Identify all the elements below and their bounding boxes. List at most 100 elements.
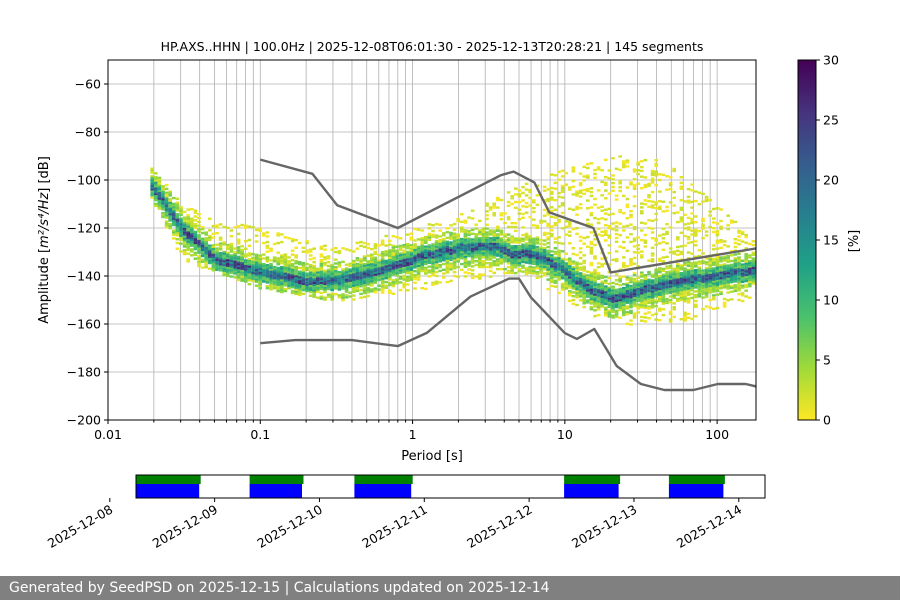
heatmap-cell bbox=[233, 262, 237, 266]
heatmap-cell bbox=[298, 241, 302, 245]
heatmap-cell bbox=[514, 239, 518, 242]
heatmap-cell bbox=[658, 278, 662, 282]
heatmap-cell bbox=[542, 272, 547, 275]
heatmap-cell bbox=[258, 273, 262, 277]
heatmap-cell bbox=[460, 213, 464, 216]
heatmap-cell bbox=[737, 239, 741, 242]
heatmap-cell bbox=[625, 265, 630, 268]
heatmap-cell bbox=[226, 270, 230, 274]
heatmap-cell bbox=[715, 230, 720, 233]
heatmap-cell bbox=[690, 317, 694, 321]
heatmap-cell bbox=[686, 285, 691, 289]
heatmap-cell bbox=[420, 252, 424, 255]
heatmap-cell bbox=[690, 229, 694, 232]
heatmap-cell bbox=[208, 246, 212, 249]
heatmap-cell bbox=[748, 281, 752, 284]
heatmap-cell bbox=[161, 206, 165, 209]
heatmap-cell bbox=[452, 228, 457, 232]
heatmap-cell bbox=[150, 179, 154, 182]
heatmap-cell bbox=[517, 195, 522, 198]
heatmap-cell bbox=[744, 258, 748, 262]
heatmap-cell bbox=[528, 267, 532, 271]
heatmap-cell bbox=[200, 254, 205, 258]
heatmap-cell bbox=[193, 223, 198, 226]
heatmap-cell bbox=[629, 302, 633, 305]
heatmap-cell bbox=[607, 290, 612, 293]
heatmap-cell bbox=[406, 260, 410, 263]
heatmap-cell bbox=[434, 267, 439, 270]
heatmap-cell bbox=[488, 263, 493, 267]
heatmap-cell bbox=[391, 244, 396, 247]
heatmap-cell bbox=[744, 256, 748, 260]
heatmap-cell bbox=[708, 283, 712, 286]
heatmap-cell bbox=[636, 251, 640, 254]
heatmap-cell bbox=[730, 277, 734, 280]
heatmap-cell bbox=[571, 266, 576, 269]
heatmap-cell bbox=[697, 266, 702, 269]
heatmap-cell bbox=[690, 252, 694, 255]
heatmap-cell bbox=[503, 239, 507, 242]
y-tick-label: −100 bbox=[67, 173, 101, 188]
heatmap-cell bbox=[740, 271, 745, 274]
heatmap-cell bbox=[463, 259, 468, 263]
heatmap-cell bbox=[553, 250, 558, 254]
heatmap-cell bbox=[182, 233, 187, 237]
heatmap-cell bbox=[337, 251, 342, 255]
heatmap-cell bbox=[532, 243, 536, 246]
heatmap-cell bbox=[654, 237, 658, 241]
heatmap-cell bbox=[438, 254, 442, 257]
heatmap-cell bbox=[442, 247, 446, 250]
heatmap-cell bbox=[175, 241, 180, 245]
heatmap-cell bbox=[467, 272, 471, 275]
heatmap-cell bbox=[618, 280, 622, 283]
heatmap-cell bbox=[568, 221, 572, 224]
heatmap-cell bbox=[265, 269, 270, 273]
heatmap-cell bbox=[575, 253, 579, 257]
heatmap-cell bbox=[679, 252, 684, 256]
heatmap-cell bbox=[348, 279, 352, 283]
heatmap-cell bbox=[683, 278, 687, 282]
heatmap-cell bbox=[424, 255, 428, 258]
heatmap-cell bbox=[427, 269, 432, 272]
heatmap-cell bbox=[751, 280, 756, 283]
heatmap-cell bbox=[488, 256, 493, 259]
heatmap-cell bbox=[247, 283, 252, 286]
heatmap-cell bbox=[308, 250, 313, 253]
y-tick-label: −200 bbox=[67, 413, 101, 428]
heatmap-cell bbox=[208, 261, 212, 265]
heatmap-cell bbox=[683, 200, 687, 203]
heatmap-cell bbox=[175, 216, 180, 220]
heatmap-cell bbox=[564, 271, 568, 275]
heatmap-cell bbox=[272, 279, 277, 282]
heatmap-cell bbox=[654, 243, 658, 246]
heatmap-cell bbox=[521, 249, 525, 252]
heatmap-cell bbox=[596, 292, 601, 296]
heatmap-cell bbox=[665, 271, 669, 274]
heatmap-cell bbox=[632, 256, 637, 260]
heatmap-cell bbox=[611, 285, 615, 288]
heatmap-cell bbox=[560, 259, 565, 263]
heatmap-cell bbox=[618, 209, 622, 212]
heatmap-cell bbox=[402, 268, 406, 272]
heatmap-cell bbox=[571, 268, 576, 271]
heatmap-cell bbox=[420, 250, 424, 253]
heatmap-cell bbox=[344, 269, 349, 272]
heatmap-cell bbox=[319, 276, 324, 279]
heatmap-cell bbox=[697, 272, 702, 275]
heatmap-cell bbox=[305, 274, 309, 277]
heatmap-cell bbox=[445, 261, 450, 265]
heatmap-cell bbox=[449, 249, 453, 252]
heatmap-cell bbox=[348, 281, 352, 285]
heatmap-cell bbox=[712, 278, 716, 282]
heatmap-cell bbox=[384, 267, 388, 270]
heatmap-cell bbox=[737, 243, 741, 246]
heatmap-cell bbox=[341, 268, 345, 271]
heatmap-cell bbox=[550, 273, 554, 276]
heatmap-cell bbox=[614, 236, 619, 240]
heatmap-cell bbox=[715, 207, 720, 210]
heatmap-cell bbox=[337, 261, 342, 264]
heatmap-cell bbox=[704, 284, 709, 287]
heatmap-cell bbox=[218, 244, 223, 247]
heatmap-cell bbox=[668, 182, 673, 185]
heatmap-cell bbox=[172, 229, 176, 232]
